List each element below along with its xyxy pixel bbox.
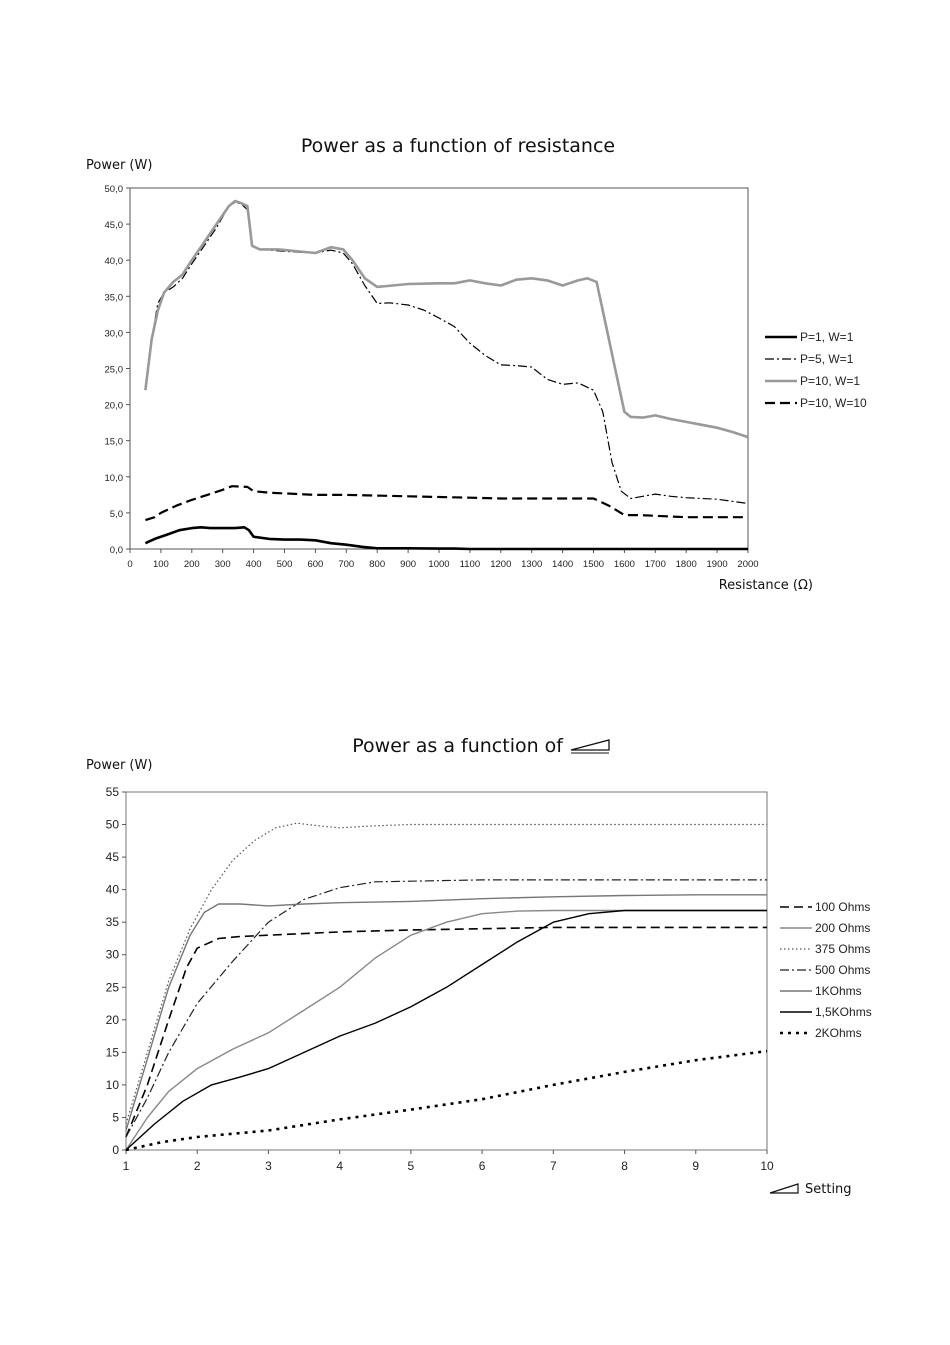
chart-2-legend-label: 100 Ohms [815, 900, 870, 914]
chart-2-y-tick-label: 5 [112, 1110, 119, 1124]
wedge-icon [570, 739, 610, 754]
chart-1-x-tick-label: 700 [338, 559, 354, 570]
chart-1-title: Power as a function of resistance [301, 135, 615, 157]
chart-2-series-line-1 [125, 926, 767, 1138]
chart-2-legend-label: 2KOhms [815, 1026, 862, 1040]
chart-1-x-tick-label: 500 [277, 559, 293, 570]
chart-2-y-tick-label: 45 [106, 850, 120, 864]
chart-2-x-tick-label: 9 [692, 1159, 699, 1173]
chart-1-y-tick-label: 50,0 [105, 184, 124, 195]
chart-1-y-tick-label: 20,0 [105, 401, 124, 412]
chart-2-legend-label: 200 Ohms [815, 921, 870, 935]
chart-2-y-tick-label: 35 [106, 915, 120, 929]
chart-2-x-tick-label: 5 [408, 1159, 415, 1173]
chart-2-series-line-4 [125, 879, 767, 1138]
chart-2-y-tick-label: 25 [106, 980, 120, 994]
chart-1-x-tick-label: 400 [246, 559, 262, 570]
chart-2-x-tick-label: 7 [550, 1159, 557, 1173]
chart-2-y-tick-label: 30 [106, 948, 120, 962]
chart-2-y-tick-label: 50 [106, 818, 120, 832]
chart-2-x-tick-label: 2 [194, 1159, 201, 1173]
chart-1-series-line-4 [145, 485, 748, 522]
chart-1-x-tick-label: 1600 [614, 559, 635, 570]
chart-1-x-tick-label: 200 [184, 559, 200, 570]
chart-1-y-tick-label: 15,0 [105, 437, 124, 448]
chart-2-x-tick-label: 1 [123, 1159, 130, 1173]
chart-1-x-tick-label: 300 [215, 559, 231, 570]
chart-1-x-tick-label: 900 [400, 559, 416, 570]
chart-2-y-tick-label: 10 [106, 1078, 120, 1092]
chart-2-x-tick-label: 6 [479, 1159, 486, 1173]
chart-2-legend-label: 1KOhms [815, 984, 862, 998]
chart-1-x-tick-label: 1200 [490, 559, 511, 570]
chart-1-ylabel: Power (W) [86, 158, 152, 173]
chart-1-y-tick-label: 30,0 [105, 328, 124, 339]
chart-2-plot-area [125, 791, 768, 1151]
chart-2-y-tick-label: 20 [106, 1013, 120, 1027]
chart-2-y-tick-label: 40 [106, 883, 120, 897]
chart-1-x-tick-label: 1900 [707, 559, 728, 570]
chart-1-x-tick-label: 1400 [552, 559, 573, 570]
chart-1-x-tick-label: 1100 [460, 559, 480, 570]
chart-1-x-tick-label: 100 [153, 559, 169, 570]
chart-1-x-tick-label: 600 [307, 559, 323, 570]
chart-2-y-tick-label: 0 [112, 1143, 119, 1157]
chart-2-x-tick-label: 4 [336, 1159, 343, 1173]
wedge-icon [769, 1183, 799, 1194]
chart-1-x-tick-label: 1500 [583, 559, 604, 570]
chart-2-legend-label: 375 Ohms [815, 942, 870, 956]
chart-2-series-line-7 [125, 1049, 768, 1152]
chart-2-title: Power as a function of [352, 735, 564, 757]
chart-1-legend-label: P=5, W=1 [800, 352, 854, 366]
chart-2-legend-label: 1,5KOhms [815, 1005, 872, 1019]
chart-1-x-tick-label: 0 [127, 559, 132, 570]
chart-2-legend-label: 500 Ohms [815, 963, 870, 977]
chart-1-y-tick-label: 0,0 [110, 545, 123, 556]
chart-1-plot-area [129, 187, 749, 550]
chart-1-series-line-3 [144, 199, 749, 439]
chart-2-series-line-2 [125, 909, 767, 1151]
chart-1-x-tick-label: 1000 [428, 559, 449, 570]
chart-2-x-tick-label: 8 [621, 1159, 628, 1173]
chart-1-legend-label: P=1, W=1 [800, 330, 854, 344]
chart-2-xlabel: Setting [805, 1182, 852, 1197]
chart-1-y-tick-label: 10,0 [105, 473, 124, 484]
chart-1-legend-label: P=10, W=1 [800, 374, 860, 388]
chart-1-y-tick-label: 45,0 [105, 220, 124, 231]
chart-1-legend-label: P=10, W=10 [800, 396, 867, 410]
chart-1-x-tick-label: 1800 [676, 559, 697, 570]
chart-2-y-tick-label: 15 [106, 1045, 120, 1059]
chart-setting: Power as a function of Power (W) Setting… [86, 735, 872, 1197]
chart-1-x-tick-label: 1700 [645, 559, 666, 570]
chart-1-x-tick-label: 800 [369, 559, 385, 570]
chart-2-series-line-5 [125, 894, 767, 1131]
chart-2-x-tick-label: 3 [265, 1159, 272, 1173]
chart-1-x-tick-label: 1300 [521, 559, 542, 570]
chart-1-y-tick-label: 35,0 [105, 292, 124, 303]
chart-2-series-line-3 [125, 822, 767, 1125]
chart-2-x-tick-label: 10 [760, 1159, 774, 1173]
chart-1-y-tick-label: 5,0 [110, 509, 123, 520]
chart-resistance: Power as a function of resistance Power … [86, 135, 867, 593]
chart-1-xlabel: Resistance (Ω) [719, 578, 813, 593]
chart-1-series-line-2 [144, 201, 749, 505]
chart-1-y-tick-label: 25,0 [105, 365, 124, 376]
chart-1-y-tick-label: 40,0 [105, 256, 124, 267]
chart-2-y-tick-label: 55 [106, 785, 120, 799]
chart-1-x-tick-label: 2000 [737, 559, 758, 570]
chart-2-ylabel: Power (W) [86, 758, 152, 773]
chart-1-series-line-1 [144, 526, 748, 551]
chart-2-series-line-6 [125, 909, 767, 1151]
